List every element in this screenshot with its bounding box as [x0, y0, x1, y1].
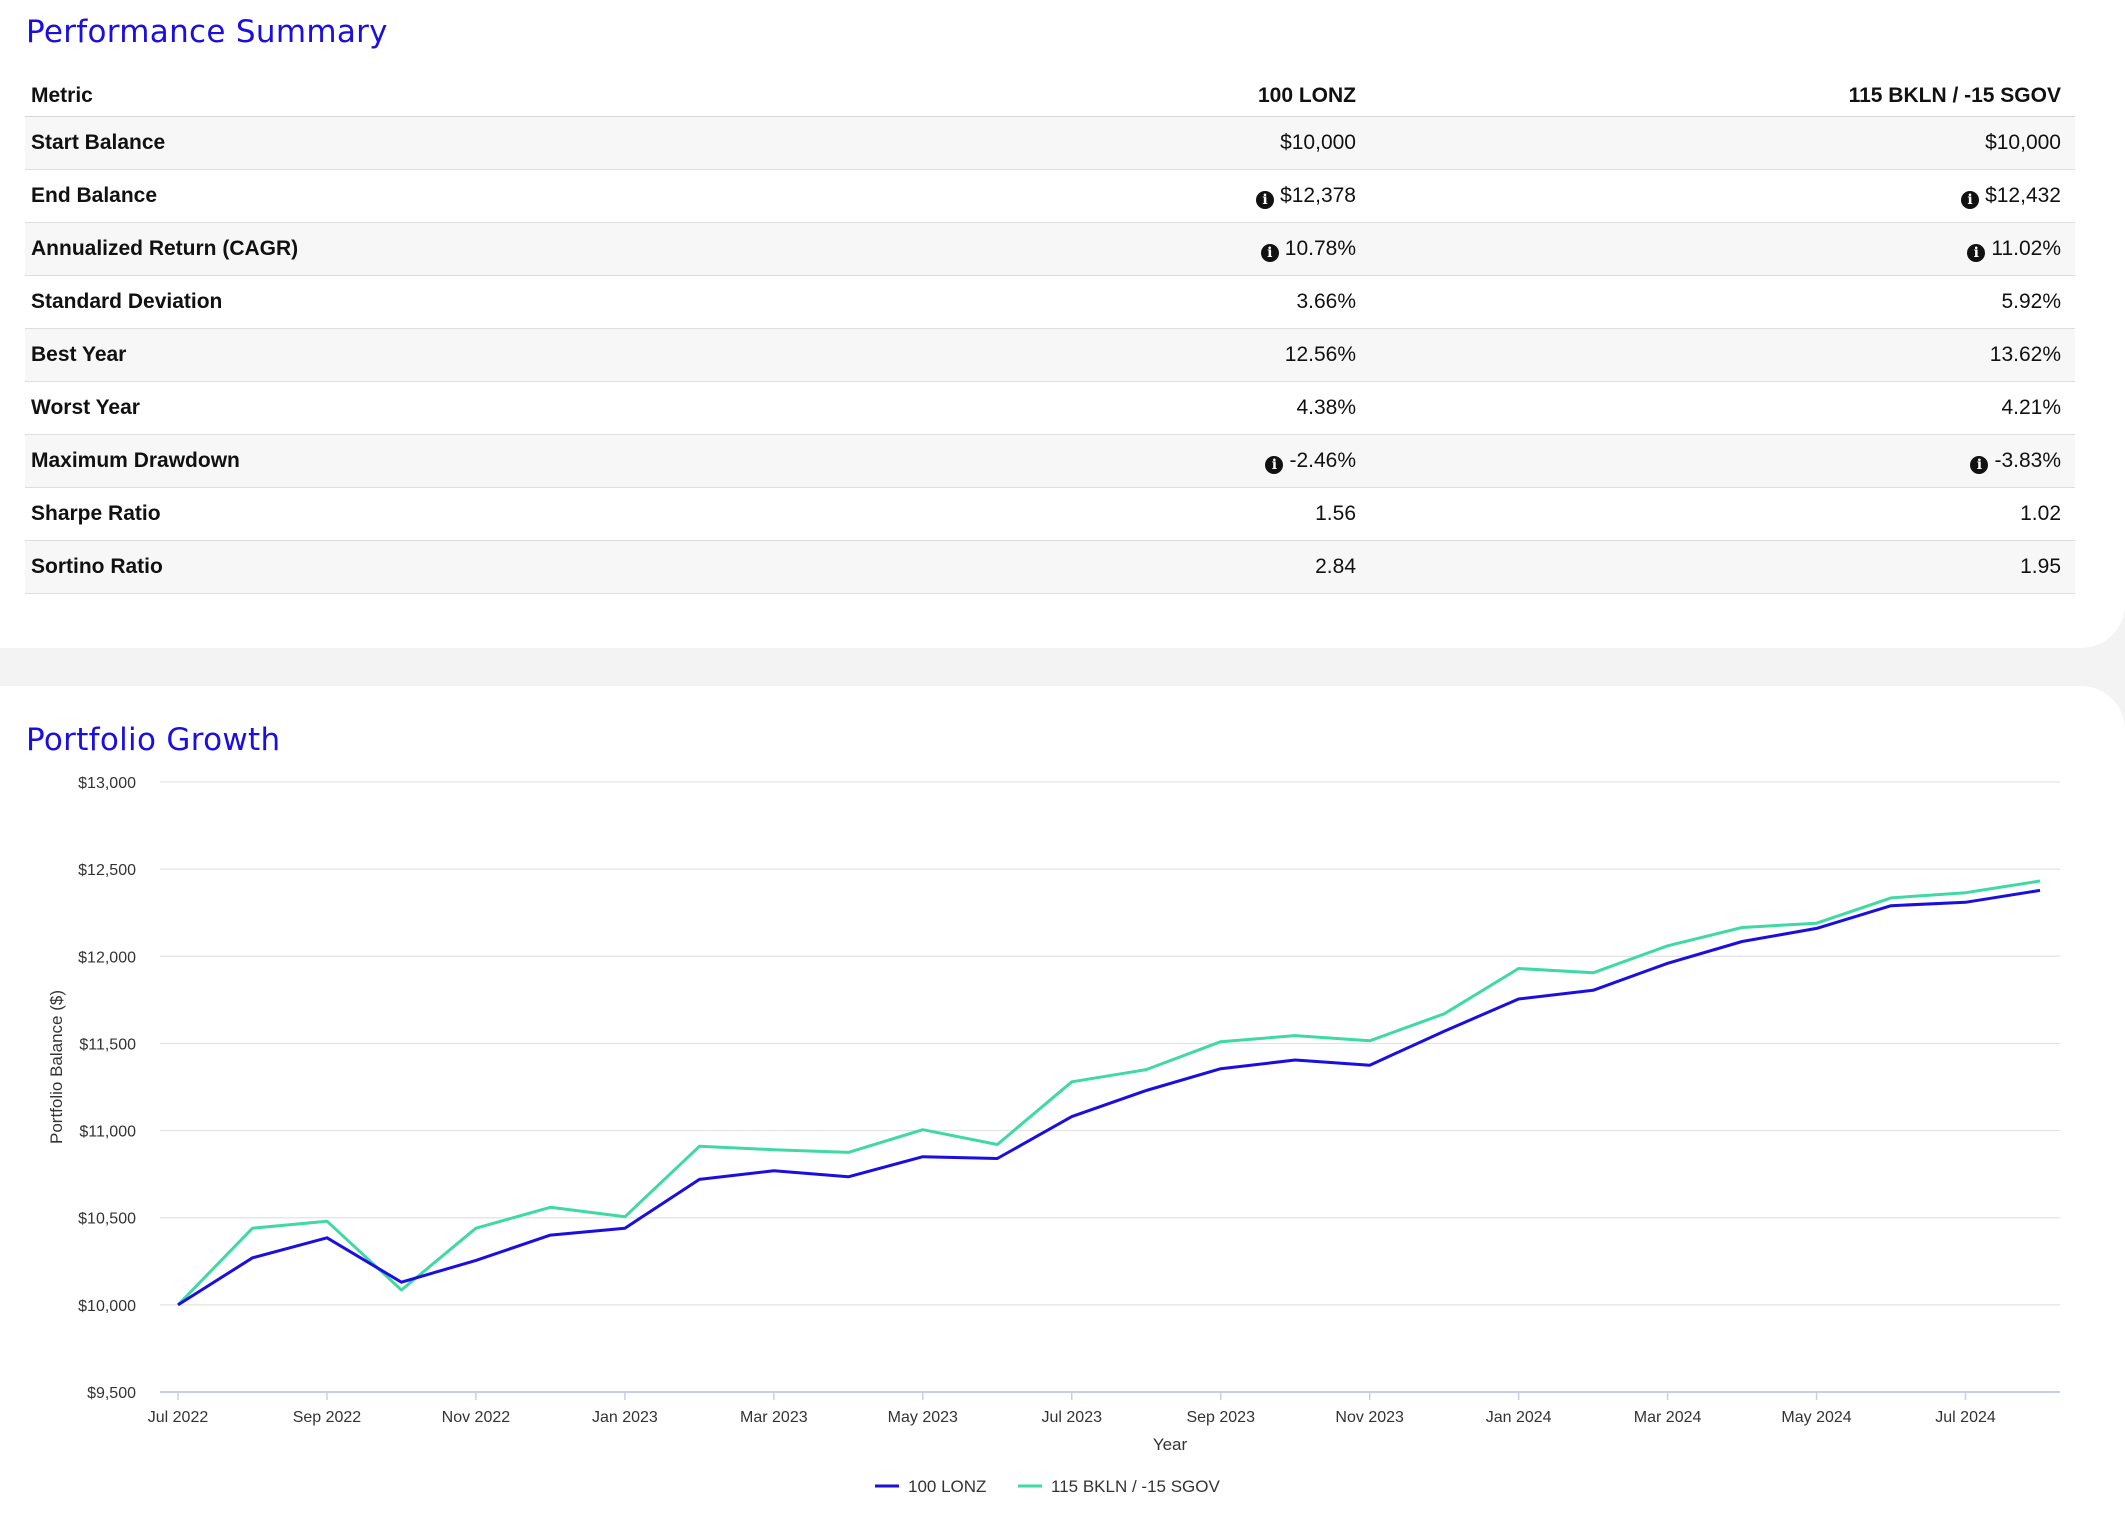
y-tick-label: $10,000	[78, 1298, 136, 1315]
metric-value: -3.83%	[1994, 448, 2061, 472]
metric-value-portfolio-1: i $12,378	[605, 170, 1370, 223]
x-tick-label: Mar 2023	[740, 1409, 808, 1426]
metric-value-portfolio-1: 3.66%	[605, 276, 1370, 329]
metric-value-portfolio-2: $10,000	[1370, 117, 2075, 170]
metric-value: 4.21%	[2001, 396, 2061, 419]
metric-name: Standard Deviation	[31, 290, 223, 313]
metric-value-portfolio-1: 12.56%	[605, 329, 1370, 382]
metric-value: 1.95	[2020, 555, 2061, 578]
metric-name: Maximum Drawdown	[31, 449, 240, 472]
x-tick-label: Jul 2024	[1935, 1409, 1996, 1426]
info-icon[interactable]: i	[1260, 243, 1279, 262]
metric-value-portfolio-1: i 10.78%	[605, 223, 1370, 276]
info-icon[interactable]: i	[1967, 243, 1986, 262]
metric-name: Annualized Return (CAGR)	[31, 237, 299, 260]
table-row: Annualized Return (CAGR) i 10.78% i 11.02%	[25, 222, 2075, 276]
y-tick-label: $9,500	[87, 1385, 136, 1402]
y-tick-label: $11,000	[79, 1124, 136, 1141]
metric-value: $12,378	[1280, 183, 1356, 207]
y-tick-label: $13,000	[78, 775, 136, 792]
x-tick-label: Sep 2023	[1186, 1409, 1255, 1426]
x-tick-label: Jan 2023	[592, 1409, 658, 1426]
series-line-1[interactable]	[177, 888, 2041, 1307]
metric-value: 5.92%	[2001, 290, 2061, 313]
metric-name: Worst Year	[31, 396, 140, 419]
y-tick-label: $11,500	[79, 1036, 136, 1053]
metric-value: 3.66%	[1296, 290, 1356, 313]
metric-value-portfolio-2: 4.21%	[1370, 382, 2075, 435]
x-axis-label: Year	[1153, 1435, 1188, 1454]
metric-name: Best Year	[31, 343, 127, 366]
series-line-2[interactable]	[176, 879, 2041, 1306]
table-row: Sortino Ratio 2.84 1.95	[25, 540, 2075, 594]
y-tick-label: $10,500	[78, 1211, 136, 1228]
metric-value: 11.02%	[1991, 236, 2061, 260]
table-body: Start Balance $10,000 $10,000 End Balance i $…	[25, 116, 2075, 594]
info-icon[interactable]: i	[1256, 190, 1275, 209]
metric-name: Start Balance	[31, 131, 166, 154]
metric-value-portfolio-1: 2.84	[605, 541, 1370, 594]
table-row: Maximum Drawdown i -2.46% i -3.83%	[25, 434, 2075, 488]
metric-value: 4.38%	[1296, 396, 1356, 419]
info-icon[interactable]: i	[1265, 455, 1284, 474]
y-tick-label: $12,000	[78, 949, 136, 966]
y-axis-label: Portfolio Balance ($)	[47, 990, 66, 1144]
legend-item[interactable]: 115 BKLN / -15 SGOV	[1051, 1477, 1220, 1496]
performance-summary-title: Performance Summary	[26, 14, 388, 50]
x-tick-label: Nov 2023	[1335, 1409, 1404, 1426]
metric-value: $12,432	[1985, 183, 2061, 207]
x-tick-label: Jan 2024	[1486, 1409, 1552, 1426]
x-tick-label: Nov 2022	[442, 1409, 511, 1426]
portfolio-growth-chart: $9,500 $10,000 $10,500 $11,000 $11,500 $12,00…	[47, 775, 2060, 1496]
table-row: Standard Deviation 3.66% 5.92%	[25, 275, 2075, 329]
metric-value: 1.02	[2020, 502, 2061, 525]
metric-value-portfolio-2: i 11.02%	[1370, 223, 2075, 276]
x-tick-label: May 2023	[888, 1409, 958, 1426]
metric-value: 12.56%	[1284, 343, 1356, 366]
metric-value: $10,000	[1280, 131, 1356, 154]
metric-value-portfolio-1: 4.38%	[605, 382, 1370, 435]
metric-value-portfolio-1: i -2.46%	[605, 435, 1370, 488]
info-icon[interactable]: i	[1961, 190, 1980, 209]
x-tick-label: Jul 2022	[148, 1409, 209, 1426]
column-header-portfolio-1: 100 LONZ	[1257, 84, 1356, 107]
metric-value: 1.56	[1315, 502, 1356, 525]
column-header-portfolio-2: 115 BKLN / -15 SGOV	[1848, 84, 2061, 107]
legend-item[interactable]: 100 LONZ	[908, 1477, 986, 1496]
table-row: Start Balance $10,000 $10,000	[25, 116, 2075, 170]
performance-summary-card: Performance Summary Metric 100 LONZ 115 …	[0, 0, 2125, 648]
metric-value: 2.84	[1315, 555, 1356, 578]
x-tick-label: Mar 2024	[1634, 1409, 1702, 1426]
info-icon[interactable]: i	[1970, 455, 1989, 474]
y-tick-label: $12,500	[78, 862, 136, 879]
x-tick-label: Jul 2023	[1042, 1409, 1103, 1426]
table-row: End Balance i $12,378 i $12,432	[25, 169, 2075, 223]
x-tick-label: May 2024	[1781, 1409, 1851, 1426]
table-header-row: Metric 100 LONZ 115 BKLN / -15 SGOV	[25, 78, 2075, 117]
table-row: Sharpe Ratio 1.56 1.02	[25, 487, 2075, 541]
metric-value-portfolio-2: i -3.83%	[1370, 435, 2075, 488]
metric-name: Sortino Ratio	[31, 555, 163, 578]
metric-value: 10.78%	[1284, 236, 1356, 260]
metric-value-portfolio-2: i $12,432	[1370, 170, 2075, 223]
metric-value-portfolio-1: $10,000	[605, 117, 1370, 170]
performance-summary-table: Metric 100 LONZ 115 BKLN / -15 SGOV Star…	[25, 78, 2075, 594]
metric-value: $10,000	[1985, 131, 2061, 154]
portfolio-growth-card: Portfolio Growth $9,500 $10,000 $10,500 $11…	[0, 686, 2125, 1521]
metric-value-portfolio-2: 13.62%	[1370, 329, 2075, 382]
metric-name: End Balance	[31, 184, 158, 207]
metric-value: 13.62%	[1989, 343, 2061, 366]
metric-value-portfolio-2: 1.02	[1370, 488, 2075, 541]
x-tick-label: Sep 2022	[293, 1409, 362, 1426]
metric-value-portfolio-1: 1.56	[605, 488, 1370, 541]
table-row: Best Year 12.56% 13.62%	[25, 328, 2075, 382]
metric-value: -2.46%	[1289, 448, 1356, 472]
metric-name: Sharpe Ratio	[31, 502, 161, 525]
column-header-metric: Metric	[31, 84, 93, 107]
metric-value-portfolio-2: 1.95	[1370, 541, 2075, 594]
table-row: Worst Year 4.38% 4.21%	[25, 381, 2075, 435]
portfolio-growth-title: Portfolio Growth	[26, 722, 281, 758]
metric-value-portfolio-2: 5.92%	[1370, 276, 2075, 329]
